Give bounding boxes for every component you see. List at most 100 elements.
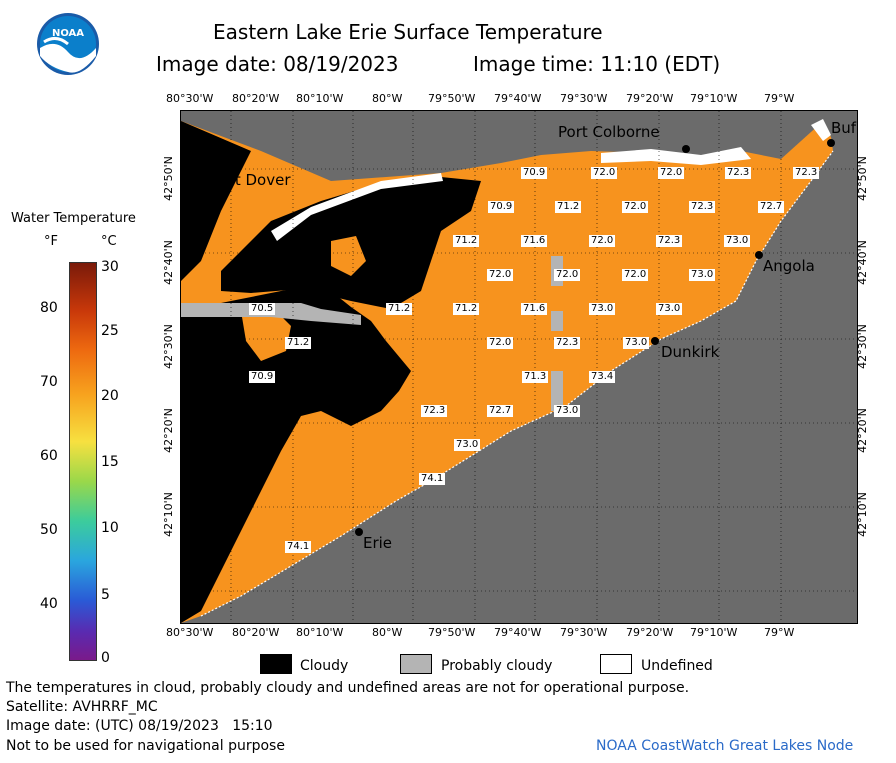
temperature-label: 71.2 — [453, 235, 480, 247]
latitude-tick-label: 42°30'N — [161, 324, 175, 369]
celsius-tick-label: 0 — [101, 650, 110, 666]
temperature-label: 72.7 — [758, 201, 785, 213]
temperature-label: 72.3 — [554, 337, 581, 349]
image-date: Image date: 08/19/2023 — [156, 52, 399, 76]
longitude-tick-label: 80°30'W — [166, 92, 214, 105]
temperature-label: 73.0 — [656, 303, 683, 315]
city-dot-erie — [355, 528, 363, 536]
celsius-tick-label: 25 — [101, 323, 119, 339]
temperature-label: 72.0 — [622, 269, 649, 281]
graticule — [181, 111, 857, 623]
celsius-tick-label: 30 — [101, 259, 119, 275]
temperature-label: 72.0 — [658, 167, 685, 179]
celsius-tick-label: 10 — [101, 520, 119, 536]
undefined-area — [811, 119, 831, 141]
image-time: Image time: 11:10 (EDT) — [473, 52, 721, 76]
temperature-label: 72.0 — [487, 269, 514, 281]
temperature-label: 71.2 — [285, 337, 312, 349]
legend-label-cloudy: Cloudy — [300, 658, 349, 674]
temperature-label: 72.7 — [487, 405, 514, 417]
latitude-tick-label: 42°50'N — [161, 156, 175, 201]
temperature-label: 72.0 — [622, 201, 649, 213]
legend-swatch-cloudy — [260, 654, 292, 674]
longitude-tick-label: 79°50'W — [428, 92, 476, 105]
city-label-angola: Angola — [763, 257, 815, 275]
longitude-tick-label: 79°W — [764, 92, 795, 105]
fahrenheit-tick-label: 70 — [40, 374, 58, 390]
temperature-label: 70.9 — [488, 201, 515, 213]
probably-cloudy-area — [551, 311, 563, 331]
temperature-label: 73.0 — [554, 405, 581, 417]
latitude-tick-label: 42°40'N — [161, 240, 175, 285]
longitude-tick-label: 80°10'W — [296, 92, 344, 105]
credit-text: NOAA CoastWatch Great Lakes Node — [596, 738, 854, 754]
longitude-tick-label: 79°10'W — [690, 92, 738, 105]
legend-label-undefined: Undefined — [641, 658, 713, 674]
longitude-tick-label: 80°10'W — [296, 626, 344, 639]
temperature-label: 74.1 — [285, 541, 312, 553]
cloud-area — [181, 287, 411, 623]
longitude-tick-label: 80°20'W — [232, 92, 280, 105]
longitude-tick-label: 80°20'W — [232, 626, 280, 639]
celsius-tick-label: 5 — [101, 587, 110, 603]
celsius-tick-label: 15 — [101, 454, 119, 470]
temperature-label: 71.2 — [386, 303, 413, 315]
temperature-label: 72.0 — [591, 167, 618, 179]
utc-date-text: Image date: (UTC) 08/19/2023 15:10 — [6, 718, 273, 734]
undefined-area — [271, 173, 443, 241]
longitude-tick-label: 79°30'W — [560, 626, 608, 639]
longitude-tick-label: 79°40'W — [494, 626, 542, 639]
temperature-label: 70.9 — [521, 167, 548, 179]
temperature-label: 72.3 — [793, 167, 820, 179]
longitude-tick-label: 79°50'W — [428, 626, 476, 639]
fahrenheit-label: °F — [44, 234, 58, 249]
temperature-label: 71.2 — [555, 201, 582, 213]
disclaimer-text: The temperatures in cloud, probably clou… — [6, 680, 690, 696]
longitude-tick-label: 80°30'W — [166, 626, 214, 639]
temperature-label: 70.9 — [249, 371, 276, 383]
temperature-label: 72.3 — [656, 235, 683, 247]
latitude-tick-label: 42°20'N — [161, 408, 175, 453]
temperature-label: 73.0 — [589, 303, 616, 315]
city-dot-buffalo — [827, 139, 835, 147]
longitude-tick-label: 79°20'W — [626, 626, 674, 639]
city-label-buffalo: Buf — [831, 119, 857, 137]
latitude-tick-label: 42°10'N — [161, 492, 175, 537]
longitude-tick-label: 80°W — [372, 92, 403, 105]
temperature-label: 72.3 — [689, 201, 716, 213]
temperature-label: 73.0 — [454, 439, 481, 451]
fahrenheit-tick-label: 60 — [40, 448, 58, 464]
city-dot-angola — [755, 251, 763, 259]
navigation-warning: Not to be used for navigational purpose — [6, 738, 285, 754]
legend-swatch-undefined — [600, 654, 632, 674]
temperature-label: 71.2 — [453, 303, 480, 315]
fahrenheit-tick-label: 50 — [40, 522, 58, 538]
satellite-text: Satellite: AVHRRF_MC — [6, 699, 158, 715]
logo-text: NOAA — [52, 28, 84, 39]
city-label-port-colborne: Port Colborne — [558, 123, 660, 141]
longitude-tick-label: 79°40'W — [494, 92, 542, 105]
fahrenheit-tick-label: 80 — [40, 300, 58, 316]
map-frame: Port Dover Port Colborne Buf Angola Dunk… — [180, 110, 858, 624]
map-title: Eastern Lake Erie Surface Temperature — [213, 20, 603, 44]
temperature-label: 72.3 — [725, 167, 752, 179]
temperature-label: 73.0 — [623, 337, 650, 349]
temperature-label: 71.6 — [521, 303, 548, 315]
longitude-tick-label: 79°30'W — [560, 92, 608, 105]
temperature-label: 74.1 — [419, 473, 446, 485]
warm-patch — [331, 236, 366, 276]
longitude-tick-label: 79°W — [764, 626, 795, 639]
celsius-tick-label: 20 — [101, 388, 119, 404]
temperature-label: 72.0 — [589, 235, 616, 247]
city-label-port-dover: Port Dover — [211, 171, 291, 189]
temperature-label: 72.0 — [554, 269, 581, 281]
probably-cloudy-area — [551, 371, 563, 411]
city-label-dunkirk: Dunkirk — [661, 343, 720, 361]
celsius-label: °C — [101, 234, 117, 249]
temperature-label: 73.0 — [724, 235, 751, 247]
legend-label-probably-cloudy: Probably cloudy — [441, 658, 553, 674]
temperature-label: 73.4 — [589, 371, 616, 383]
legend-swatch-probably-cloudy — [400, 654, 432, 674]
longitude-tick-label: 79°10'W — [690, 626, 738, 639]
noaa-logo: NOAA — [36, 12, 100, 76]
